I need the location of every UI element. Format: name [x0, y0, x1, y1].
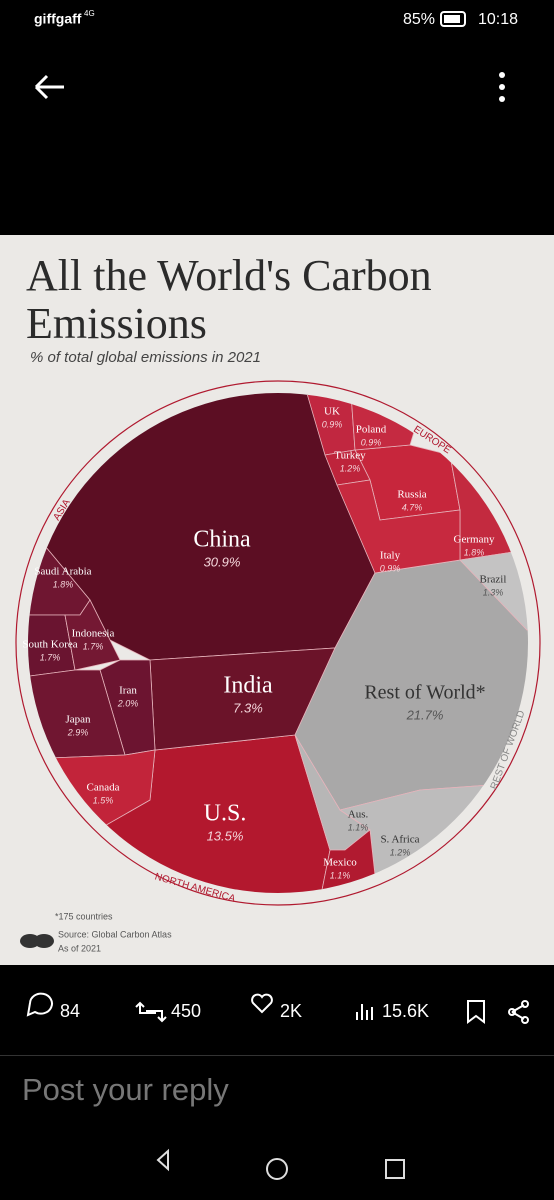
- category-label: Aus.: [348, 809, 369, 821]
- category-label: Mexico: [323, 857, 357, 869]
- category-label: China: [193, 527, 251, 553]
- share-icon[interactable]: [511, 1004, 525, 1020]
- footnote: *175 countries: [55, 911, 113, 921]
- region-ring: [15, 380, 541, 906]
- value-label: 13.5%: [207, 828, 244, 843]
- category-label: Canada: [87, 782, 120, 794]
- value-label: 1.3%: [483, 587, 504, 597]
- carrier: giffgaff: [34, 11, 82, 27]
- battery-icon: [440, 11, 466, 27]
- like-icon[interactable]: [251, 993, 273, 1014]
- back-button[interactable]: [34, 74, 64, 100]
- as-of: As of 2021: [58, 943, 101, 953]
- clock: 10:18: [478, 11, 518, 28]
- value-label: 0.9%: [361, 437, 382, 447]
- like-count[interactable]: 2K: [280, 1001, 302, 1021]
- value-label: 30.9%: [204, 554, 241, 569]
- value-label: 2.9%: [67, 727, 89, 737]
- value-label: 7.3%: [233, 700, 263, 715]
- category-label: UK: [324, 406, 340, 418]
- value-label: 0.9%: [322, 419, 343, 429]
- category-label: U.S.: [204, 801, 247, 827]
- menu-button[interactable]: [499, 72, 505, 102]
- battery: 85%: [403, 11, 435, 28]
- cell: [336, 479, 461, 574]
- value-label: 1.1%: [348, 822, 369, 832]
- cell: [299, 829, 376, 893]
- category-label: South Korea: [22, 639, 77, 651]
- value-label: 1.2%: [390, 847, 411, 857]
- category-label: Turkey: [334, 450, 366, 462]
- bookmark-icon[interactable]: [467, 1000, 485, 1024]
- battery-level: [444, 15, 460, 23]
- network: 4G: [84, 9, 95, 18]
- value-label: 2.0%: [117, 698, 139, 708]
- nav-back[interactable]: [156, 1148, 169, 1172]
- reply-count[interactable]: 84: [60, 1001, 80, 1021]
- value-label: 1.8%: [53, 579, 74, 589]
- category-label: Indonesia: [72, 628, 115, 640]
- category-label: S. Africa: [380, 834, 419, 846]
- value-label: 1.7%: [40, 652, 61, 662]
- value-label: 1.2%: [340, 463, 361, 473]
- category-label: Iran: [119, 685, 137, 697]
- category-label: Rest of World*: [364, 682, 485, 704]
- value-label: 1.1%: [330, 870, 351, 880]
- value-label: 1.5%: [93, 795, 114, 805]
- category-label: Russia: [397, 489, 426, 501]
- category-label: India: [223, 673, 273, 699]
- subtitle: % of total global emissions in 2021: [30, 349, 261, 366]
- category-label: Germany: [454, 534, 495, 546]
- reply-input[interactable]: Post your reply: [22, 1072, 229, 1107]
- value-label: 1.8%: [464, 547, 485, 557]
- value-label: 1.7%: [83, 641, 104, 651]
- category-label: Brazil: [480, 574, 507, 586]
- category-label: Italy: [380, 550, 401, 562]
- category-label: Poland: [356, 424, 387, 436]
- repost-icon[interactable]: [135, 1001, 167, 1023]
- chart-title: All the World's Carbon Emissions: [26, 251, 432, 348]
- value-label: 0.9%: [380, 563, 401, 573]
- source: Source: Global Carbon Atlas: [58, 929, 172, 939]
- repost-count[interactable]: 450: [171, 1001, 201, 1021]
- value-label: 21.7%: [406, 707, 444, 722]
- divider: [0, 1055, 554, 1056]
- category-label: Saudi Arabia: [34, 566, 91, 578]
- reply-icon[interactable]: [26, 992, 53, 1017]
- nav-recent[interactable]: [385, 1159, 405, 1179]
- value-label: 4.7%: [402, 502, 423, 512]
- nav-home[interactable]: [266, 1158, 288, 1180]
- view-count[interactable]: 15.6K: [382, 1001, 429, 1021]
- logo: [20, 934, 54, 948]
- views-icon[interactable]: [356, 1004, 373, 1020]
- category-label: Japan: [65, 714, 91, 726]
